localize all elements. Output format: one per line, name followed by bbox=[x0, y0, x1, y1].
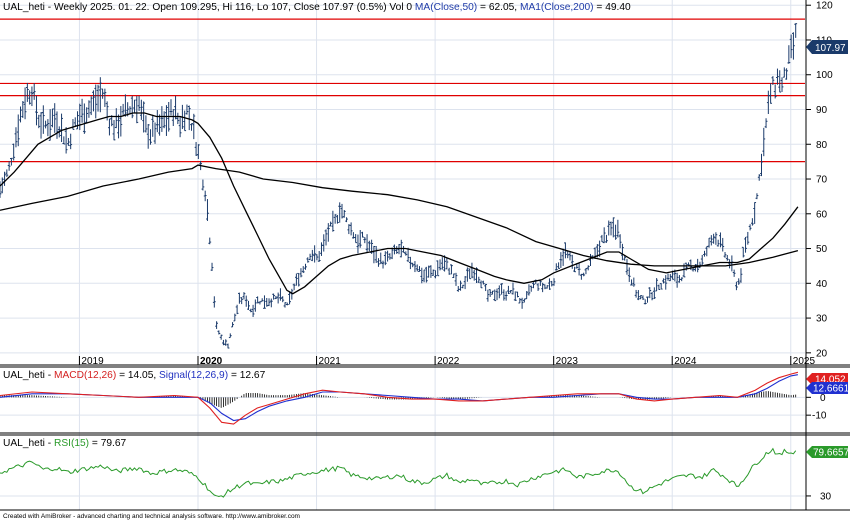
last-signal-label: 12.6661 bbox=[813, 384, 850, 395]
price-tick-label-70: 70 bbox=[816, 175, 828, 186]
rsi-tick-label-30: 30 bbox=[820, 491, 832, 502]
hdr-main-segment-2: = 62.05, bbox=[477, 2, 520, 13]
x-tick-label-2019: 2019 bbox=[81, 356, 104, 367]
price-tick-label-80: 80 bbox=[816, 140, 828, 151]
grid-layer bbox=[0, 0, 805, 510]
price-layer bbox=[0, 18, 805, 349]
rsi-pane-header: UAL_heti - RSI(15) = 79.67 bbox=[3, 438, 127, 449]
last-price-label: 107.97 bbox=[815, 43, 846, 54]
hdr-macd-segment-2: = 14.05, bbox=[116, 370, 159, 381]
x-tick-label-2023: 2023 bbox=[556, 356, 579, 367]
x-tick-label-2025: 2025 bbox=[793, 356, 816, 367]
price-tick-label-50: 50 bbox=[816, 244, 828, 255]
price-tick-label-100: 100 bbox=[816, 70, 833, 81]
last-price-marker bbox=[806, 40, 848, 55]
macd-tick-label-0: 0 bbox=[820, 393, 826, 404]
last-macd-label: 14.052 bbox=[815, 375, 846, 386]
hdr-macd-segment-4: = 12.67 bbox=[228, 370, 265, 381]
macd-pane-header: UAL_heti - MACD(12,26) = 14.05, Signal(1… bbox=[3, 370, 266, 381]
price-tick-label-40: 40 bbox=[816, 279, 828, 290]
hdr-main-segment-4: = 49.40 bbox=[594, 2, 631, 13]
hdr-rsi-segment-2: = 79.67 bbox=[89, 438, 126, 449]
ma200-line bbox=[0, 164, 799, 267]
rsi-layer bbox=[0, 447, 797, 498]
macd-tick-label--10: -10 bbox=[812, 411, 827, 422]
price-pane-header: UAL_heti - Weekly 2025. 01. 22. Open 109… bbox=[3, 2, 631, 13]
x-tick-label-2021: 2021 bbox=[319, 356, 342, 367]
footer-credit: Created with AmiBroker - advanced charti… bbox=[3, 513, 300, 520]
hdr-macd-segment-0: UAL_heti - bbox=[3, 370, 54, 381]
signal-line bbox=[0, 374, 798, 422]
price-tick-label-90: 90 bbox=[816, 105, 828, 116]
price-tick-label-20: 20 bbox=[816, 348, 828, 359]
x-tick-label-2022: 2022 bbox=[437, 356, 460, 367]
ma50-line bbox=[0, 112, 799, 295]
rsi-line bbox=[0, 447, 797, 498]
macd-line bbox=[0, 371, 799, 425]
hdr-main-segment-1: MA(Close,50) bbox=[415, 2, 477, 13]
price-tick-label-60: 60 bbox=[816, 209, 828, 220]
price-tick-label-30: 30 bbox=[816, 314, 828, 325]
hdr-main-segment-3: MA1(Close,200) bbox=[520, 2, 594, 13]
hdr-macd-segment-3: Signal(12,26,9) bbox=[159, 370, 228, 381]
x-tick-label-2024: 2024 bbox=[674, 356, 697, 367]
hdr-rsi-segment-0: UAL_heti - bbox=[3, 438, 54, 449]
hdr-rsi-segment-1: RSI(15) bbox=[54, 438, 89, 449]
last-rsi-label: 79.6657 bbox=[813, 448, 850, 459]
x-tick-label-2020: 2020 bbox=[200, 356, 223, 367]
hdr-main-segment-0: UAL_heti - Weekly 2025. 01. 22. Open 109… bbox=[3, 2, 415, 13]
price-tick-label-120: 120 bbox=[816, 1, 833, 12]
last-rsi-marker bbox=[806, 446, 848, 458]
last-signal-marker bbox=[806, 382, 848, 394]
macd-layer bbox=[0, 371, 799, 425]
hdr-macd-segment-1: MACD(12,26) bbox=[54, 370, 116, 381]
